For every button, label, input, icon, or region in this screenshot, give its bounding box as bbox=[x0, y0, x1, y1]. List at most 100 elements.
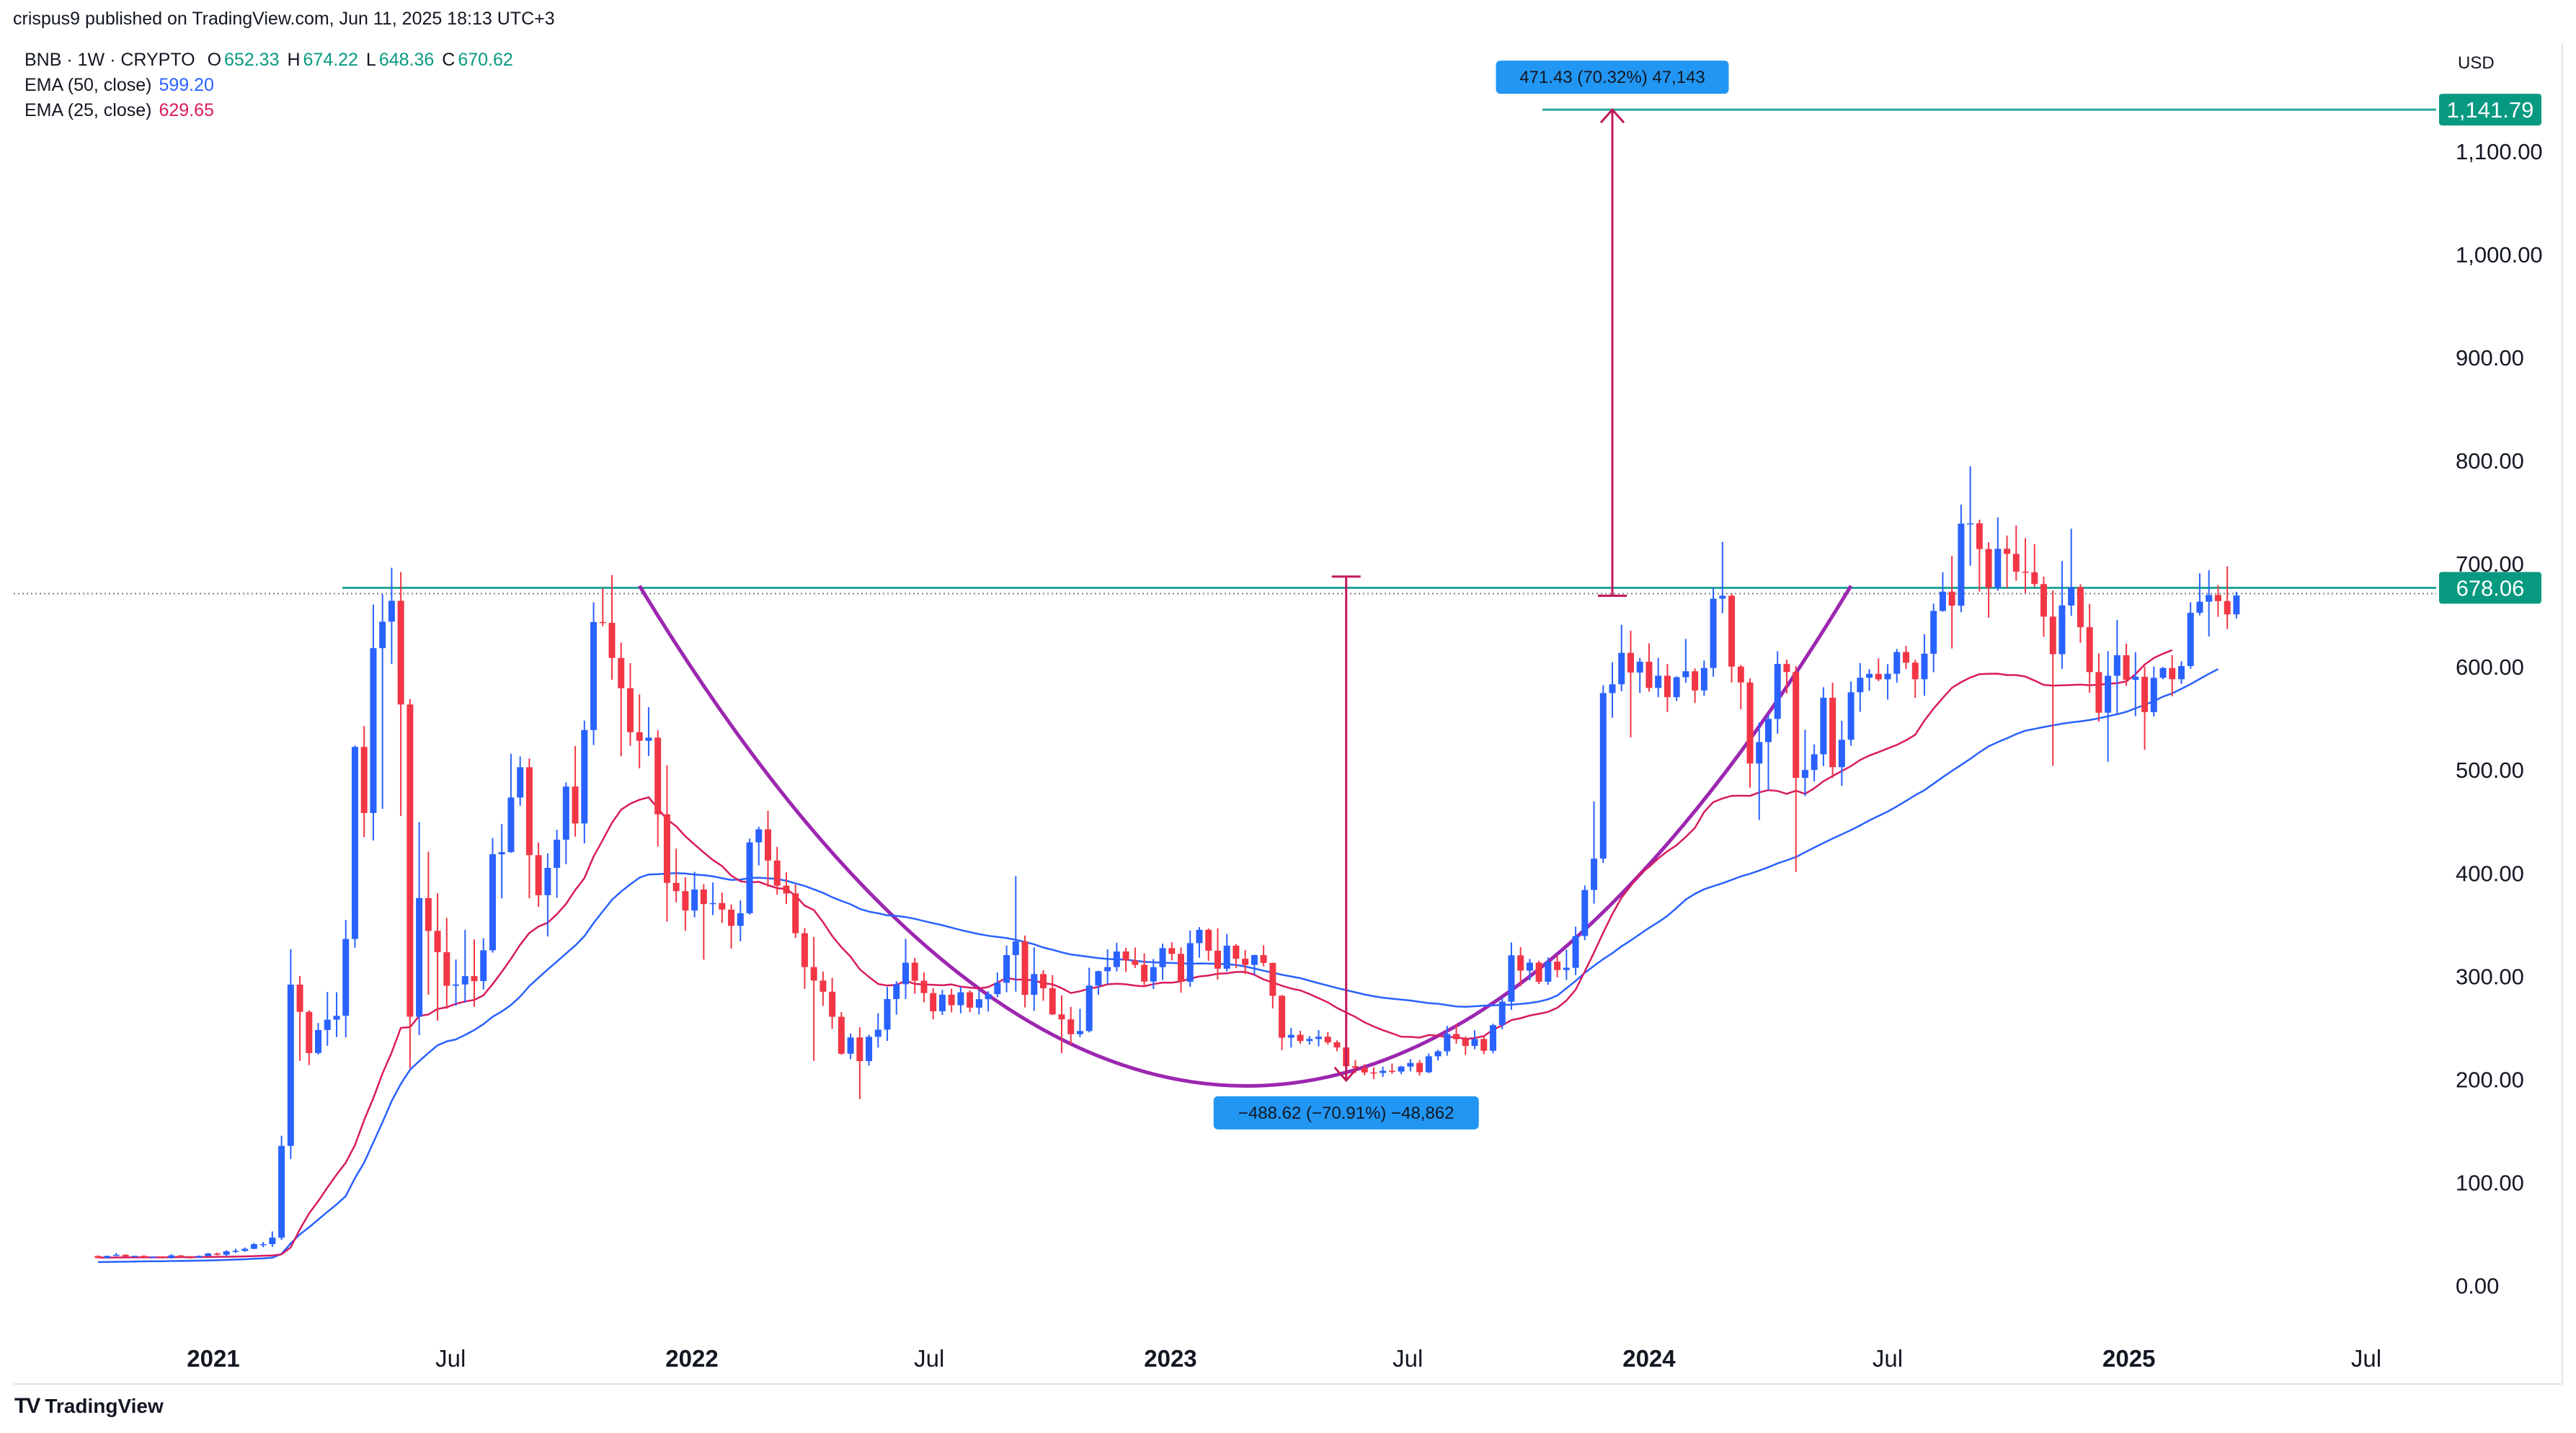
candle[interactable] bbox=[1682, 639, 1689, 683]
candle[interactable] bbox=[453, 959, 460, 1006]
candle[interactable] bbox=[1178, 947, 1185, 993]
candle[interactable] bbox=[1829, 682, 1836, 778]
candle[interactable] bbox=[2159, 667, 2167, 680]
candle[interactable] bbox=[1737, 665, 1744, 710]
candle[interactable] bbox=[2012, 525, 2020, 581]
candle[interactable] bbox=[2169, 655, 2176, 696]
candle[interactable] bbox=[1535, 960, 1542, 985]
candle[interactable] bbox=[1948, 556, 1955, 649]
candle[interactable] bbox=[498, 824, 505, 899]
candle[interactable] bbox=[1260, 945, 1267, 967]
candle[interactable] bbox=[1911, 660, 1919, 698]
candle[interactable] bbox=[1811, 744, 1818, 782]
candle[interactable] bbox=[159, 1256, 166, 1259]
candle[interactable] bbox=[2132, 652, 2139, 716]
candle[interactable] bbox=[1710, 587, 1717, 677]
candle[interactable] bbox=[1453, 1024, 1460, 1044]
candle[interactable] bbox=[480, 938, 487, 990]
candle[interactable] bbox=[691, 871, 698, 918]
candle[interactable] bbox=[2178, 661, 2185, 684]
candle[interactable] bbox=[1636, 657, 1643, 693]
candle[interactable] bbox=[259, 1242, 267, 1248]
candle[interactable] bbox=[856, 1027, 863, 1099]
candle[interactable] bbox=[1444, 1026, 1451, 1056]
candle[interactable] bbox=[425, 851, 432, 995]
candle[interactable] bbox=[700, 884, 707, 960]
candle[interactable] bbox=[1764, 714, 1772, 791]
candle[interactable] bbox=[2123, 643, 2130, 686]
candle[interactable] bbox=[342, 920, 350, 1038]
candle[interactable] bbox=[434, 893, 441, 1021]
candle[interactable] bbox=[920, 972, 928, 1003]
candle[interactable] bbox=[315, 1023, 322, 1055]
candle[interactable] bbox=[746, 838, 753, 915]
candle[interactable] bbox=[902, 939, 909, 999]
candle[interactable] bbox=[581, 720, 588, 844]
candle[interactable] bbox=[572, 745, 579, 837]
candle[interactable] bbox=[195, 1255, 203, 1258]
candle[interactable] bbox=[223, 1250, 230, 1256]
candle[interactable] bbox=[1746, 678, 1754, 788]
candle[interactable] bbox=[2105, 651, 2112, 762]
candle[interactable] bbox=[2214, 585, 2221, 617]
candle[interactable] bbox=[2040, 577, 2047, 637]
candle[interactable] bbox=[893, 981, 900, 1015]
candle[interactable] bbox=[2004, 536, 2011, 589]
candle[interactable] bbox=[884, 987, 891, 1042]
candle[interactable] bbox=[773, 846, 781, 895]
candle[interactable] bbox=[626, 663, 634, 746]
candle[interactable] bbox=[1297, 1031, 1304, 1044]
candle[interactable] bbox=[2068, 528, 2075, 616]
candle[interactable] bbox=[278, 1135, 285, 1241]
candle[interactable] bbox=[1967, 466, 1974, 566]
candle[interactable] bbox=[1893, 649, 1901, 683]
candle[interactable] bbox=[471, 939, 478, 1007]
candle[interactable] bbox=[645, 707, 652, 756]
candle[interactable] bbox=[1233, 944, 1240, 969]
candle[interactable] bbox=[1205, 928, 1212, 962]
candle[interactable] bbox=[783, 872, 790, 905]
candle[interactable] bbox=[397, 572, 404, 816]
candle[interactable] bbox=[1380, 1066, 1387, 1077]
plot-area[interactable]: 471.43 (70.32%) 47,143 −488.62 (−70.91%) … bbox=[14, 61, 2541, 1264]
candle[interactable] bbox=[104, 1255, 111, 1259]
candle[interactable] bbox=[2141, 666, 2149, 750]
candle[interactable] bbox=[461, 930, 468, 1003]
candle[interactable] bbox=[1480, 1036, 1488, 1055]
candle[interactable] bbox=[866, 1034, 873, 1066]
legend-ema25-row[interactable]: EMA (25, close) 629.65 bbox=[25, 98, 516, 123]
candle[interactable] bbox=[874, 1013, 881, 1048]
candle[interactable] bbox=[1655, 657, 1662, 698]
candle[interactable] bbox=[213, 1252, 221, 1256]
candle[interactable] bbox=[838, 1012, 845, 1055]
candle[interactable] bbox=[1774, 651, 1781, 734]
candle[interactable] bbox=[801, 928, 808, 989]
candle[interactable] bbox=[737, 900, 744, 941]
candle[interactable] bbox=[1728, 593, 1736, 683]
candle[interactable] bbox=[1609, 662, 1616, 718]
candle[interactable] bbox=[1361, 1064, 1368, 1075]
candle[interactable] bbox=[975, 990, 982, 1015]
measure-up[interactable]: 471.43 (70.32%) 47,143 bbox=[1496, 61, 1729, 598]
candle[interactable] bbox=[810, 936, 817, 1061]
candle[interactable] bbox=[250, 1243, 257, 1250]
candle[interactable] bbox=[930, 988, 937, 1019]
candle[interactable] bbox=[1141, 953, 1148, 988]
candle[interactable] bbox=[1517, 946, 1524, 987]
candle[interactable] bbox=[1563, 949, 1570, 980]
candle[interactable] bbox=[590, 602, 598, 745]
candle[interactable] bbox=[1269, 962, 1276, 1009]
candle[interactable] bbox=[1875, 658, 1882, 682]
candle[interactable] bbox=[1645, 643, 1653, 692]
legend-ema50-row[interactable]: EMA (50, close) 599.20 bbox=[25, 73, 516, 98]
candle[interactable] bbox=[1572, 926, 1579, 975]
candle[interactable] bbox=[2077, 584, 2084, 643]
candle[interactable] bbox=[1884, 664, 1891, 700]
candle[interactable] bbox=[1113, 942, 1120, 972]
candle[interactable] bbox=[232, 1248, 239, 1254]
candle[interactable] bbox=[1242, 949, 1249, 975]
candle[interactable] bbox=[1508, 942, 1515, 1011]
legend-ohlc-row[interactable]: BNB · 1W · CRYPTO O 652.33 H 674.22 L 648.3… bbox=[25, 48, 516, 73]
candle[interactable] bbox=[1545, 957, 1552, 985]
